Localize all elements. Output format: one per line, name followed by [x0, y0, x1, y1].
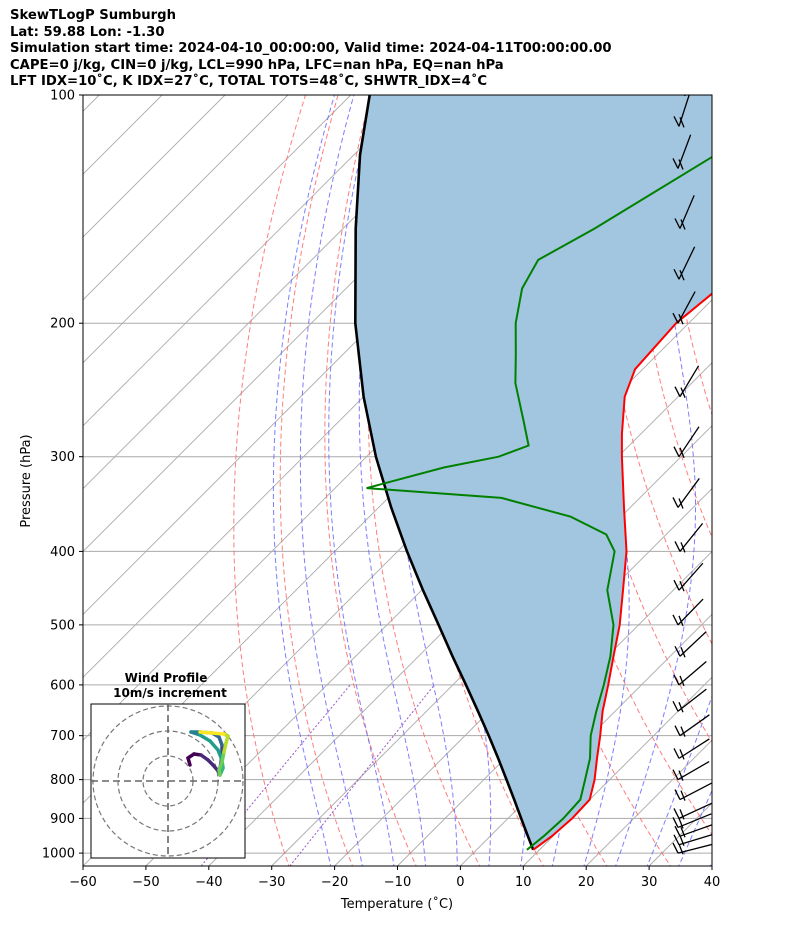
x-tick-label: 20 — [578, 875, 595, 890]
y-tick-label: 600 — [50, 678, 75, 693]
wind-barb — [672, 598, 704, 627]
x-tick-label: 10 — [515, 875, 532, 890]
y-tick-label: 300 — [50, 450, 75, 465]
wind-barb — [673, 95, 690, 128]
dry-adiabat-line — [630, 95, 712, 539]
isotherm-line — [83, 95, 415, 427]
y-tick-label: 500 — [50, 618, 75, 633]
temperature-line — [532, 292, 712, 851]
wind-barb — [674, 782, 712, 801]
y-tick-label: 200 — [50, 317, 75, 332]
isotherm-line — [83, 95, 477, 490]
isotherm-line — [522, 676, 712, 866]
moist-adiabat-line — [615, 95, 696, 866]
dry-adiabat-line — [233, 95, 307, 866]
x-tick-label: −10 — [384, 875, 411, 890]
isotherm-line — [83, 95, 100, 112]
y-tick-label: 900 — [50, 812, 75, 827]
moist-adiabat-line — [299, 95, 363, 866]
wind-barb — [672, 761, 710, 781]
moist-adiabat-line — [709, 861, 712, 866]
wind-barb — [679, 95, 686, 97]
hodograph-segment — [210, 731, 226, 736]
y-tick-label: 100 — [50, 89, 75, 104]
y-tick-label: 800 — [50, 773, 75, 788]
dewpoint-line — [366, 155, 712, 851]
moist-adiabat-line — [272, 95, 335, 866]
moist-adiabat-line — [358, 95, 427, 866]
y-tick-label: 400 — [50, 545, 75, 560]
dry-adiabat-line — [728, 78, 794, 869]
wind-barb — [672, 134, 692, 170]
hodograph-segment — [198, 730, 214, 735]
hodograph-rings — [91, 704, 245, 858]
isotherm-line — [775, 95, 794, 866]
parcel-profile-line — [353, 95, 535, 851]
hodograph-trace — [186, 730, 230, 777]
wind-barb — [674, 522, 704, 553]
y-tick-label: 700 — [50, 729, 75, 744]
wind-barb — [674, 195, 695, 230]
isotherm-line — [83, 95, 289, 301]
isotherm-line — [271, 425, 712, 866]
wind-barb — [673, 660, 707, 687]
isotherm-line — [83, 95, 352, 364]
indices-line: LFT IDX=10˚C, K IDX=27˚C, TOTAL TOTS=48˚… — [10, 74, 488, 90]
wind-barb — [674, 365, 700, 398]
x-tick-label: −60 — [69, 875, 96, 890]
mixing-ratio-line — [200, 684, 351, 866]
hodograph-segment — [208, 739, 220, 752]
wind-barb — [674, 824, 712, 838]
wind-barb — [674, 631, 707, 658]
hodograph-title: Wind Profile — [125, 671, 208, 685]
wind-barb — [673, 562, 704, 592]
x-tick-label: 30 — [641, 875, 658, 890]
isotherm-line — [711, 865, 712, 866]
wind-barb — [673, 802, 712, 820]
wind-barb — [672, 688, 707, 713]
params-line: CAPE=0 j/kg, CIN=0 j/kg, LCL=990 hPa, LF… — [10, 57, 504, 73]
wind-barb — [673, 246, 696, 281]
x-tick-label: −40 — [195, 875, 222, 890]
x-tick-label: −20 — [321, 875, 348, 890]
time-line: Simulation start time: 2024-04-10_00:00:… — [10, 41, 612, 57]
x-tick-label: −30 — [258, 875, 285, 890]
cin-shading-area — [355, 95, 712, 850]
cape-cin-shading — [355, 95, 712, 850]
moist-adiabat-line — [328, 95, 395, 866]
y-axis-label: Pressure (hPa) — [19, 434, 34, 527]
moist-adiabat-line — [678, 789, 712, 866]
dry-adiabat-line — [279, 95, 354, 866]
isotherm-line — [334, 487, 712, 866]
dry-adiabat-line — [760, 78, 794, 869]
wind-barb — [673, 426, 700, 458]
x-axis-label: Temperature (˚C) — [340, 896, 453, 912]
isotherm-line — [83, 95, 226, 238]
wind-barb — [672, 813, 712, 829]
x-tick-label: 0 — [456, 875, 464, 890]
dry-adiabat-line — [324, 95, 417, 866]
wind-profile-inset: Wind Profile 10m/s increment — [90, 671, 246, 859]
wind-barbs — [672, 95, 712, 855]
wind-barb — [674, 714, 710, 737]
wind-barb — [672, 842, 712, 855]
wind-barb — [673, 738, 710, 760]
wind-barb — [672, 478, 700, 509]
wind-barb — [672, 291, 696, 325]
hodograph-subtitle: 10m/s increment — [113, 686, 227, 700]
chart-header: SkewTLogP Sumburgh Lat: 59.88 Lon: -1.30… — [10, 8, 612, 91]
moist-adiabat-line — [646, 694, 712, 866]
x-tick-label: −50 — [132, 875, 159, 890]
wind-barb — [673, 834, 712, 846]
dry-adiabat-line — [367, 95, 481, 866]
mixing-ratio-line — [289, 684, 435, 866]
x-tick-label: 40 — [704, 875, 721, 890]
profile-lines — [353, 95, 712, 851]
y-tick-label: 1000 — [42, 847, 75, 862]
hodograph-segment — [198, 733, 212, 743]
location-line: Lat: 59.88 Lon: -1.30 — [10, 24, 165, 40]
chart-title: SkewTLogP Sumburgh — [10, 8, 176, 23]
